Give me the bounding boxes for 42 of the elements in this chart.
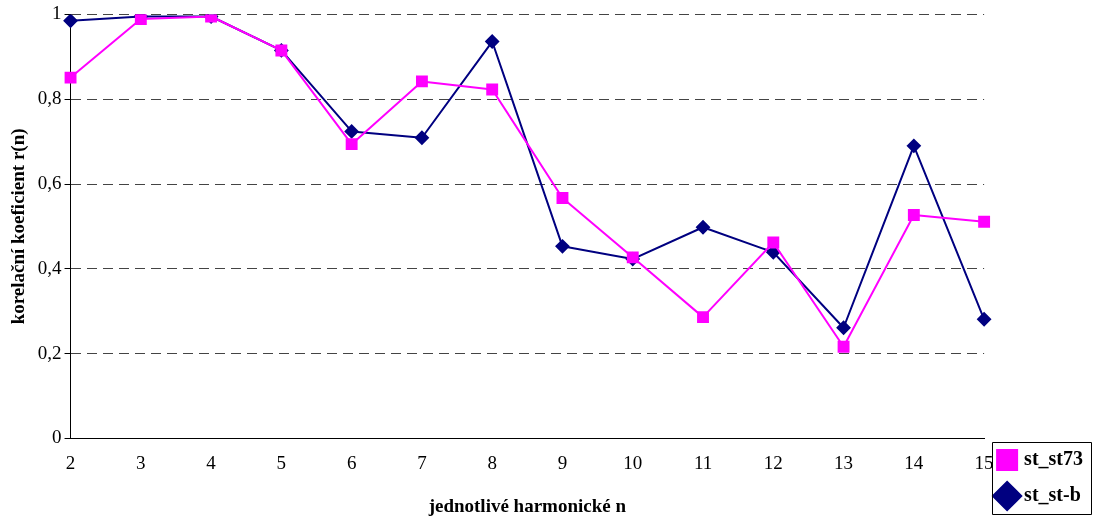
- point: [977, 312, 992, 327]
- legend-label: st_st-b: [1024, 483, 1081, 506]
- point: [767, 236, 780, 249]
- y-tick-label: 1: [52, 2, 62, 24]
- point: [414, 130, 429, 145]
- point: [697, 311, 709, 324]
- point: [63, 14, 78, 28]
- x-tick-label: 9: [557, 451, 568, 473]
- y-tick-label: 0,6: [37, 171, 62, 193]
- point: [836, 320, 851, 335]
- point: [837, 340, 850, 353]
- x-axis-title: jednotlivé harmonické n: [427, 494, 627, 516]
- x-tick-label: 2: [65, 451, 76, 473]
- x-tick-label: 7: [417, 451, 427, 473]
- x-tick-label: 14: [904, 451, 924, 473]
- point: [907, 209, 920, 221]
- y-tick-label: 0,4: [37, 256, 63, 278]
- point: [906, 138, 921, 153]
- point: [978, 215, 991, 228]
- y-axis-title: korelační koeficient r(n): [7, 128, 30, 325]
- x-tick-label: 12: [763, 451, 783, 473]
- x-tick-label: 4: [206, 451, 217, 473]
- y-tick-label: 0: [52, 426, 62, 448]
- x-tick-label: 13: [834, 451, 854, 473]
- point: [485, 34, 500, 49]
- x-tick-label: 3: [136, 451, 146, 473]
- x-tick-label: 11: [693, 451, 713, 473]
- x-tick-label: 6: [346, 451, 357, 473]
- point: [486, 83, 499, 96]
- x-tick-label: 5: [276, 451, 287, 473]
- x-tick-label: 8: [487, 451, 497, 473]
- y-tick-label: 0,2: [37, 341, 62, 363]
- point: [696, 220, 711, 235]
- point: [344, 124, 359, 139]
- point: [556, 192, 569, 204]
- point: [64, 71, 77, 84]
- y-tick-label: 0,8: [37, 87, 62, 109]
- point: [345, 138, 358, 151]
- point: [415, 75, 428, 88]
- point: [555, 239, 570, 254]
- x-tick-label: 10: [623, 451, 643, 473]
- legend-label: st_st73: [1024, 447, 1083, 470]
